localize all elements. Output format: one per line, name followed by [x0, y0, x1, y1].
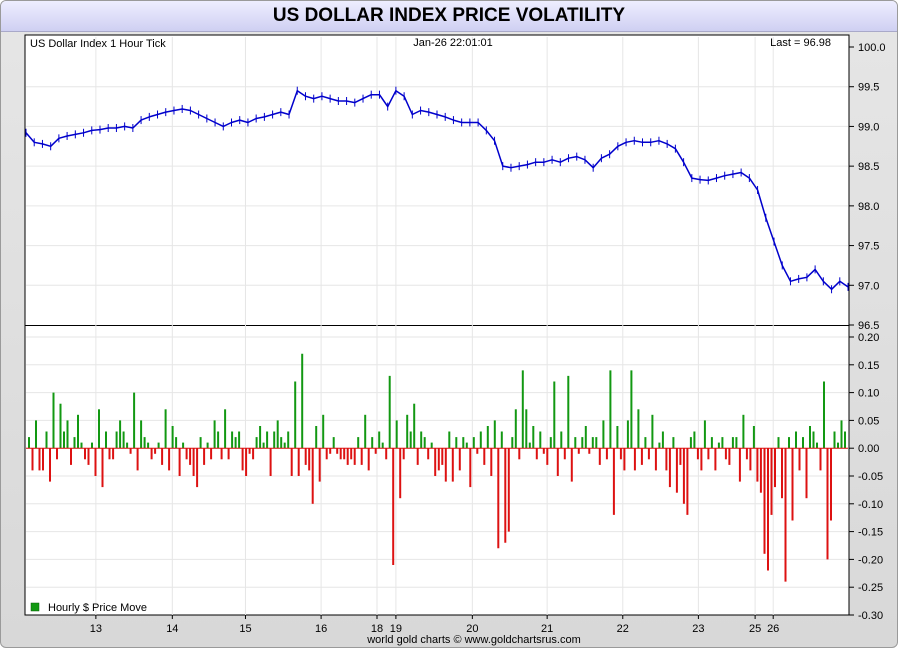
last-price-label: Last = 96.98 — [770, 37, 831, 49]
date-tick-label: 15 — [239, 623, 251, 635]
volatility-bars — [28, 353, 846, 582]
volatility-tick-label: -0.05 — [858, 471, 883, 483]
date-tick-label: 23 — [692, 623, 704, 635]
date-tick-label: 14 — [166, 623, 178, 635]
volatility-tick-label: 0.05 — [858, 415, 879, 427]
date-tick-label: 25 — [749, 623, 761, 635]
title-bar: US DOLLAR INDEX PRICE VOLATILITY — [1, 1, 897, 32]
volatility-tick-label: 0.00 — [858, 443, 879, 455]
volatility-tick-label: -0.25 — [858, 582, 883, 594]
legend-label: Hourly $ Price Move — [48, 602, 147, 614]
footer-credit: world gold charts © www.goldchartsrus.co… — [366, 634, 581, 646]
price-series — [25, 86, 849, 294]
volatility-tick-label: 0.10 — [858, 388, 879, 400]
volatility-tick-label: 0.20 — [858, 332, 879, 344]
date-tick-label: 18 — [371, 623, 383, 635]
price-gridlines — [26, 37, 848, 615]
date-tick-label: 20 — [466, 623, 478, 635]
price-axis: 96.5 97.0 97.5 98.0 98.5 99.0 99.5 100.0 — [849, 42, 886, 332]
volatility-tick-label: -0.30 — [858, 610, 883, 622]
legend-swatch — [30, 602, 40, 612]
date-axis: 13 14 15 16 18 19 20 21 22 23 25 26 — [90, 615, 779, 635]
price-tick-label: 96.5 — [858, 320, 879, 332]
price-tick-label: 97.5 — [858, 241, 879, 253]
date-tick-label: 19 — [390, 623, 402, 635]
price-tick-label: 99.5 — [858, 82, 879, 94]
date-tick-label: 26 — [767, 623, 779, 635]
date-tick-label: 22 — [617, 623, 629, 635]
page-title: US DOLLAR INDEX PRICE VOLATILITY — [272, 5, 626, 26]
volatility-tick-label: -0.10 — [858, 499, 883, 511]
timestamp-label: Jan-26 22:01:01 — [413, 37, 493, 49]
volatility-tick-label: 0.15 — [858, 360, 879, 372]
price-tick-label: 100.0 — [858, 42, 886, 54]
price-tick-label: 98.0 — [858, 201, 879, 213]
volatility-axis: -0.30 -0.25 -0.20 -0.15 -0.10 -0.05 0.00 0.05 0.… — [849, 332, 883, 622]
price-chart-title: US Dollar Index 1 Hour Tick — [30, 38, 166, 50]
volatility-tick-label: -0.15 — [858, 527, 883, 539]
price-tick-label: 97.0 — [858, 280, 879, 292]
date-tick-label: 13 — [90, 623, 102, 635]
price-tick-label: 98.5 — [858, 161, 879, 173]
date-tick-label: 16 — [315, 623, 327, 635]
price-tick-label: 99.0 — [858, 121, 879, 133]
volatility-tick-label: -0.20 — [858, 554, 883, 566]
date-tick-label: 21 — [541, 623, 553, 635]
